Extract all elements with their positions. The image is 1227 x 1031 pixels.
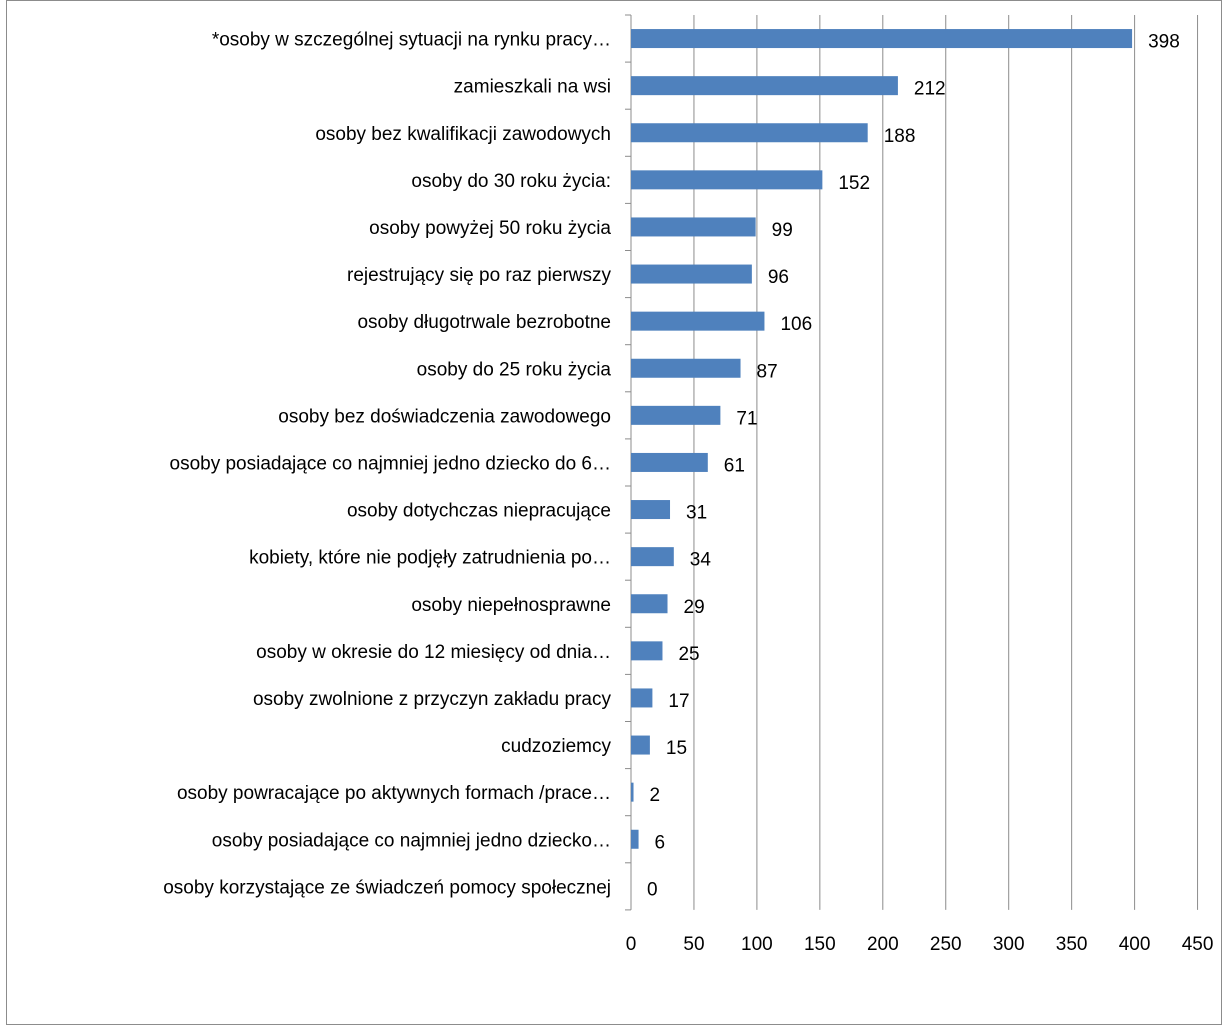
category-label: osoby posiadające co najmniej jedno dzie… <box>212 830 611 851</box>
category-label: rejestrujący się po raz pierwszy <box>347 265 611 286</box>
category-label: osoby powracające po aktywnych formach /… <box>177 783 611 804</box>
category-label: osoby korzystające ze świadczeń pomocy s… <box>163 877 611 898</box>
data-label: 61 <box>724 455 745 476</box>
chart-frame: 0 50 100 150 200 250 300 350 400 450 *osoby w szcz… <box>6 0 1222 1025</box>
data-label: 29 <box>684 597 705 618</box>
data-label: 2 <box>650 785 661 806</box>
bar <box>631 405 721 425</box>
x-tick-label: 400 <box>1119 934 1151 955</box>
category-label: osoby bez kwalifikacji zawodowych <box>315 124 611 145</box>
category-label: osoby do 25 roku życia <box>417 359 612 380</box>
category-label: *osoby w szczególnej sytuacji na rynku p… <box>212 30 611 51</box>
data-label: 15 <box>666 738 687 759</box>
x-tick-label: 100 <box>741 934 773 955</box>
data-label: 398 <box>1148 32 1180 53</box>
x-tick-label: 50 <box>683 934 704 955</box>
data-label: 31 <box>686 503 707 524</box>
data-label: 34 <box>690 550 712 571</box>
x-tick-label: 350 <box>1056 934 1088 955</box>
bar <box>631 76 898 96</box>
bar <box>631 452 708 472</box>
x-tick-label: 250 <box>930 934 962 955</box>
bar <box>631 123 868 143</box>
bar-chart: 0 50 100 150 200 250 300 350 400 450*osoby w szcz… <box>163 14 1214 955</box>
x-tick-label: 150 <box>804 934 836 955</box>
bar <box>631 264 752 284</box>
category-label: osoby długotrwale bezrobotne <box>357 312 611 333</box>
data-label: 99 <box>772 220 793 241</box>
data-label: 87 <box>757 361 778 382</box>
category-label: osoby dotychczas niepracujące <box>347 501 611 522</box>
data-label: 6 <box>655 832 666 853</box>
category-label: osoby do 30 roku życia: <box>411 171 611 192</box>
category-label: zamieszkali na wsi <box>454 77 611 98</box>
data-label: 188 <box>884 126 916 147</box>
category-label: osoby w okresie do 12 miesięcy od dnia… <box>256 642 611 663</box>
data-label: 17 <box>668 691 689 712</box>
x-tick-label: 300 <box>993 934 1025 955</box>
category-label: osoby zwolnione z przyczyn zakładu pracy <box>253 689 612 710</box>
x-tick-label: 0 <box>626 934 637 955</box>
category-label: osoby powyżej 50 roku życia <box>369 218 611 239</box>
category-label: osoby niepełnosprawne <box>411 595 611 616</box>
category-label: cudzoziemcy <box>501 736 611 757</box>
bar <box>631 688 653 708</box>
bar <box>631 29 1133 49</box>
x-tick-label: 200 <box>867 934 899 955</box>
bar <box>631 735 650 755</box>
bar <box>631 829 639 849</box>
bar <box>631 547 674 567</box>
bar <box>631 358 741 378</box>
x-tick-label: 450 <box>1182 934 1214 955</box>
category-label: osoby bez doświadczenia zawodowego <box>278 406 611 427</box>
category-label: osoby posiadające co najmniej jedno dzie… <box>170 453 612 474</box>
bar <box>631 170 823 190</box>
bar <box>631 782 634 802</box>
data-label: 25 <box>678 644 699 665</box>
category-label: kobiety, które nie podjęły zatrudnienia … <box>249 548 611 569</box>
bar <box>631 217 756 237</box>
bar <box>631 311 765 331</box>
data-label: 212 <box>914 79 946 100</box>
data-label: 152 <box>838 173 870 194</box>
data-label: 96 <box>768 267 789 288</box>
data-label: 71 <box>736 408 757 429</box>
data-label: 0 <box>647 879 658 900</box>
data-label: 106 <box>780 314 812 335</box>
bar <box>631 500 671 520</box>
bar <box>631 594 668 614</box>
bar <box>631 641 663 661</box>
